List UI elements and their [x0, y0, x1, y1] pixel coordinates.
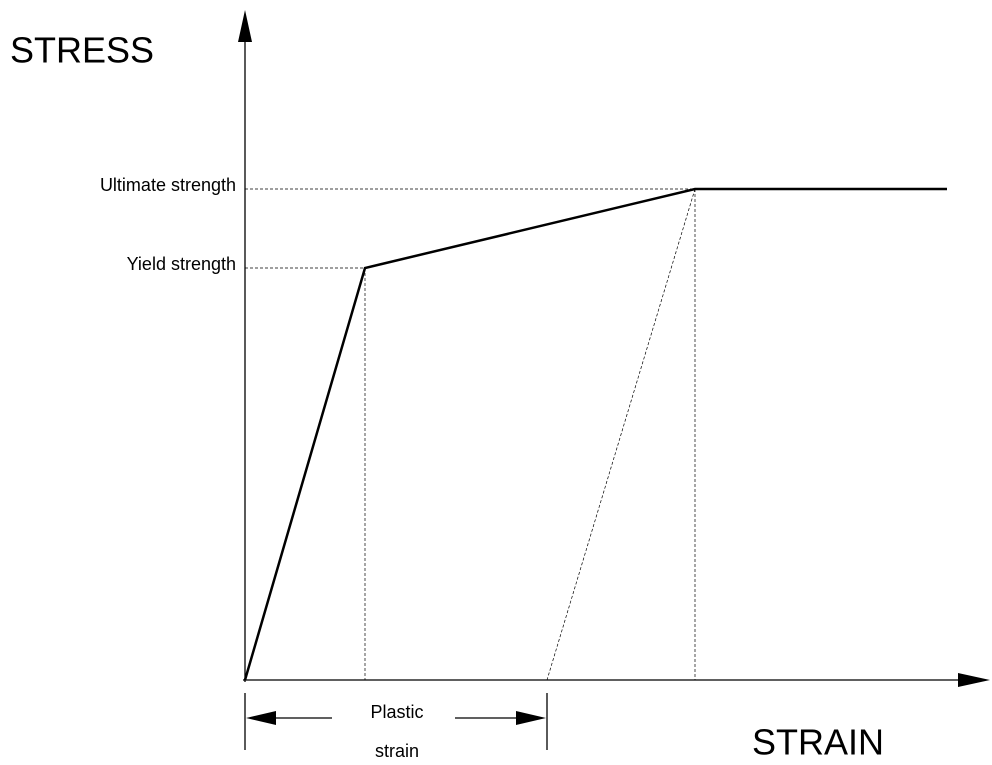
- x-axis-arrow: [958, 673, 990, 687]
- dimension-label: Plastic: [370, 702, 423, 722]
- ultimate-label: Ultimate strength: [100, 175, 236, 195]
- dimension-arrow: [246, 711, 276, 725]
- stress-strain-curve: [243, 187, 947, 681]
- dimension-arrow: [516, 711, 546, 725]
- x-axis-label: STRAIN: [752, 722, 884, 763]
- y-axis-label: STRESS: [10, 30, 154, 71]
- y-axis-arrow: [238, 10, 252, 42]
- yield-label: Yield strength: [127, 254, 236, 274]
- dimension-label: strain: [375, 741, 419, 761]
- unloading-line: [546, 188, 696, 681]
